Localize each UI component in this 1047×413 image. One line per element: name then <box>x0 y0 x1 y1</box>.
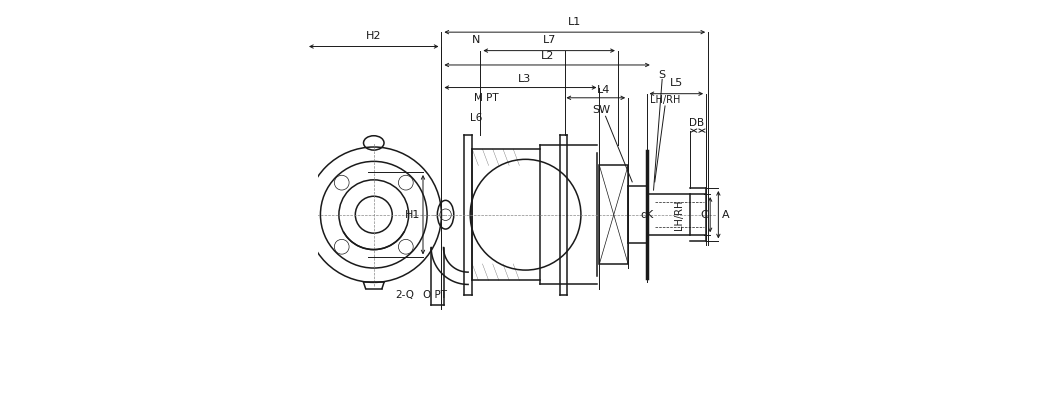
Text: d: d <box>640 210 647 220</box>
Text: A: A <box>722 210 730 220</box>
Text: K: K <box>646 210 653 220</box>
Text: 2-Q: 2-Q <box>395 290 414 300</box>
Text: L6: L6 <box>470 113 483 123</box>
Text: L1: L1 <box>569 17 581 27</box>
Text: SW: SW <box>593 105 610 115</box>
Text: N: N <box>472 36 481 45</box>
Text: H1: H1 <box>405 210 421 220</box>
Text: L2: L2 <box>540 51 554 61</box>
Text: L4: L4 <box>598 85 610 95</box>
Text: L5: L5 <box>670 78 683 88</box>
Text: S: S <box>659 70 666 80</box>
Text: H2: H2 <box>366 31 381 41</box>
Text: L3: L3 <box>518 74 531 84</box>
Text: M PT: M PT <box>474 93 498 103</box>
Text: D: D <box>689 118 697 128</box>
Text: C: C <box>700 210 708 220</box>
Text: LH/RH: LH/RH <box>673 199 684 230</box>
Text: LH/RH: LH/RH <box>650 95 681 105</box>
Text: L7: L7 <box>542 36 556 45</box>
Text: B: B <box>697 118 705 128</box>
Text: O PT: O PT <box>423 290 447 300</box>
Bar <box>599 166 628 264</box>
